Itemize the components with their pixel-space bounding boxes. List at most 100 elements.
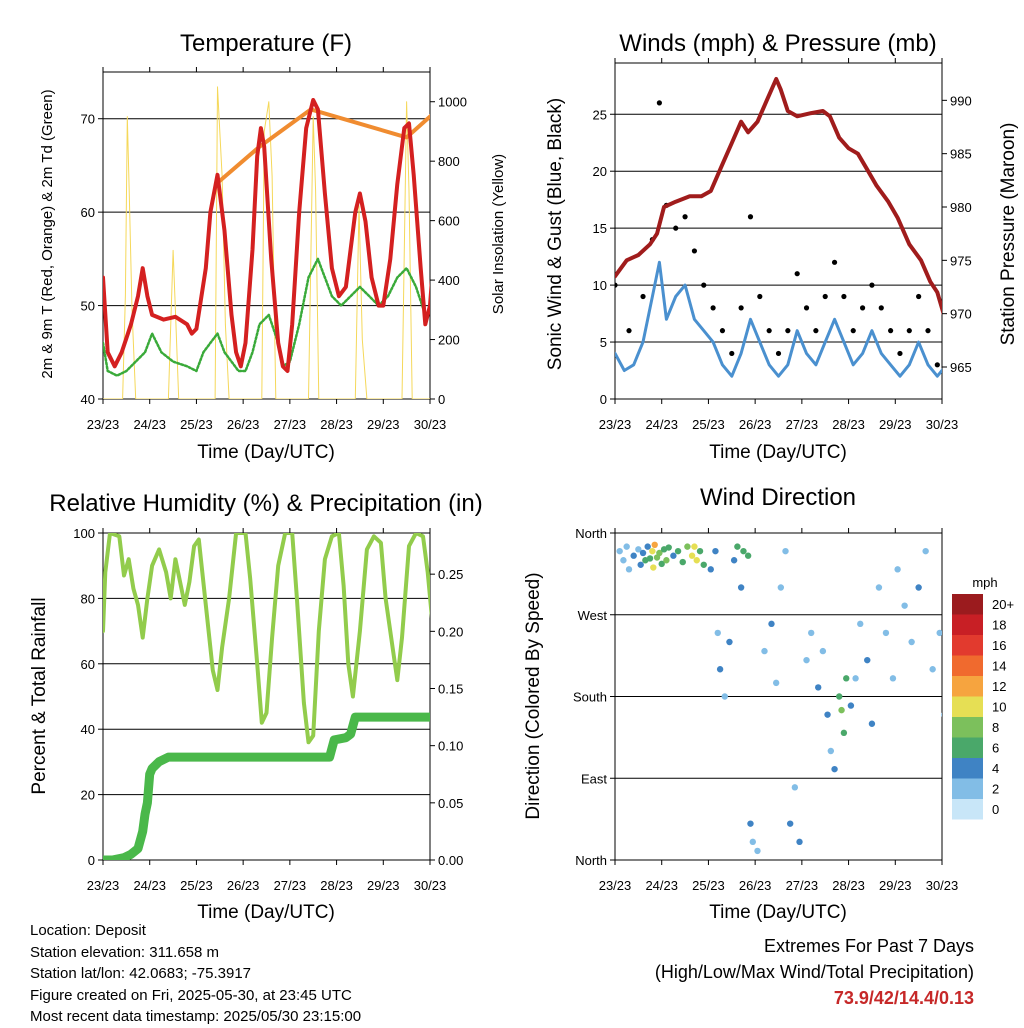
direction-plot: North West South East North 23/23 24/23 25/23 26…: [573, 526, 959, 893]
direction-xtick-label: 24/23: [645, 878, 678, 893]
direction-point: [646, 555, 654, 562]
direction-panel: Wind Direction Direction (Colored By Spe…: [523, 484, 1014, 923]
gust-point: [869, 282, 875, 288]
legend-swatch: [952, 717, 983, 738]
winds-xtick-label: 28/23: [832, 417, 865, 432]
legend-swatch: [952, 594, 983, 615]
legend-swatch: [952, 737, 983, 758]
direction-point: [831, 765, 838, 773]
direction-xlabel: Time (Day/UTC): [709, 902, 847, 923]
gust-point: [934, 362, 940, 368]
gust-point: [701, 282, 707, 288]
gust-point: [813, 328, 819, 334]
elevation-text: Station elevation: 311.658 m: [30, 943, 220, 961]
humidity-y2tick-label: 0.00: [438, 853, 463, 868]
gust-point: [775, 350, 782, 357]
direction-point: [639, 549, 647, 557]
temperature-xtick-label: 24/23: [133, 417, 166, 432]
winds-xtick-label: 29/23: [879, 417, 912, 432]
gust-point: [785, 328, 791, 334]
temperature-xtick-label: 23/23: [87, 417, 120, 432]
direction-point: [808, 629, 815, 637]
direction-point: [786, 820, 794, 827]
humidity-xtick-label: 24/23: [133, 878, 166, 893]
temperature-ytick-label: 70: [81, 112, 95, 127]
winds-y2tick-label: 990: [950, 93, 972, 108]
direction-point: [843, 675, 850, 682]
gust-point: [878, 305, 884, 311]
direction-point: [714, 629, 721, 637]
direction-point: [852, 675, 859, 682]
timestamp-text: Most recent data timestamp: 2025/05/30 2…: [30, 1008, 362, 1025]
direction-point: [864, 656, 871, 664]
temperature-title: Temperature (F): [180, 30, 352, 57]
direction-point: [915, 584, 922, 591]
temperature-xtick-label: 25/23: [180, 417, 213, 432]
direction-point: [637, 561, 644, 568]
winds-ylabel-right: Station Pressure (Maroon): [998, 123, 1019, 346]
direction-point: [674, 547, 682, 555]
legend-label: 12: [992, 679, 1006, 694]
gust-point: [859, 305, 866, 311]
direction-ytick-label: South: [573, 690, 607, 705]
direction-legend-title: mph: [972, 575, 997, 590]
legend-label: 20+: [992, 597, 1014, 612]
station-info: Location: Deposit Station elevation: 311…: [30, 920, 361, 1028]
direction-point: [840, 729, 848, 737]
direction-point: [700, 561, 707, 568]
direction-point: [740, 547, 747, 555]
legend-label: 4: [992, 761, 999, 776]
direction-xtick-label: 26/23: [739, 878, 772, 893]
direction-point: [625, 566, 633, 573]
humidity-y2tick-label: 0.20: [438, 624, 463, 639]
gust-point: [738, 305, 744, 311]
direction-point: [630, 552, 637, 559]
legend-swatch: [952, 635, 983, 656]
direction-point: [650, 564, 657, 571]
temperature-ytick-label: 60: [81, 205, 95, 220]
legend-swatch: [952, 655, 983, 676]
humidity-y2tick-label: 0.25: [438, 567, 463, 582]
direction-xtick-label: 25/23: [692, 878, 725, 893]
direction-point: [941, 712, 942, 717]
temperature-ytick-label: 50: [81, 299, 95, 314]
direction-point: [665, 544, 672, 551]
extremes-title: Extremes For Past 7 Days: [763, 936, 974, 956]
gust-point: [794, 271, 800, 277]
direction-point: [684, 543, 691, 550]
winds-y2tick-label: 985: [950, 147, 972, 162]
direction-point: [658, 560, 665, 568]
winds-xlabel: Time (Day/UTC): [709, 442, 847, 463]
created-text: Figure created on Fri, 2025-05-30, at 23…: [30, 986, 352, 1004]
direction-point: [827, 747, 835, 755]
direction-point: [791, 784, 799, 791]
direction-xtick-label: 30/23: [926, 878, 959, 893]
direction-point: [868, 720, 876, 727]
direction-point: [754, 847, 761, 855]
direction-point: [936, 629, 942, 637]
direction-point: [716, 666, 724, 673]
winds-xtick-label: 25/23: [692, 417, 725, 432]
direction-point: [824, 711, 831, 718]
gust-point: [710, 305, 716, 311]
legend-label: 0: [992, 802, 999, 817]
gust-point: [691, 248, 698, 254]
winds-ytick-label: 20: [593, 164, 607, 179]
direction-point: [772, 679, 780, 687]
legend-label: 16: [992, 638, 1006, 653]
gust-point: [841, 293, 847, 300]
humidity-title: Relative Humidity (%) & Precipitation (i…: [49, 490, 482, 517]
humidity-ytick-label: 0: [88, 853, 95, 868]
direction-point: [782, 547, 789, 555]
direction-point: [707, 566, 714, 573]
gust-point: [757, 293, 763, 300]
direction-ytick-label: North: [575, 853, 607, 868]
winds-xtick-label: 23/23: [599, 417, 632, 432]
winds-xtick-label: 26/23: [739, 417, 772, 432]
gust-point: [747, 214, 754, 220]
direction-point: [847, 702, 855, 709]
direction-point: [815, 684, 822, 691]
t2m-series-line: [103, 98, 430, 373]
temperature-xtick-label: 28/23: [320, 417, 353, 432]
direction-point: [737, 584, 745, 591]
